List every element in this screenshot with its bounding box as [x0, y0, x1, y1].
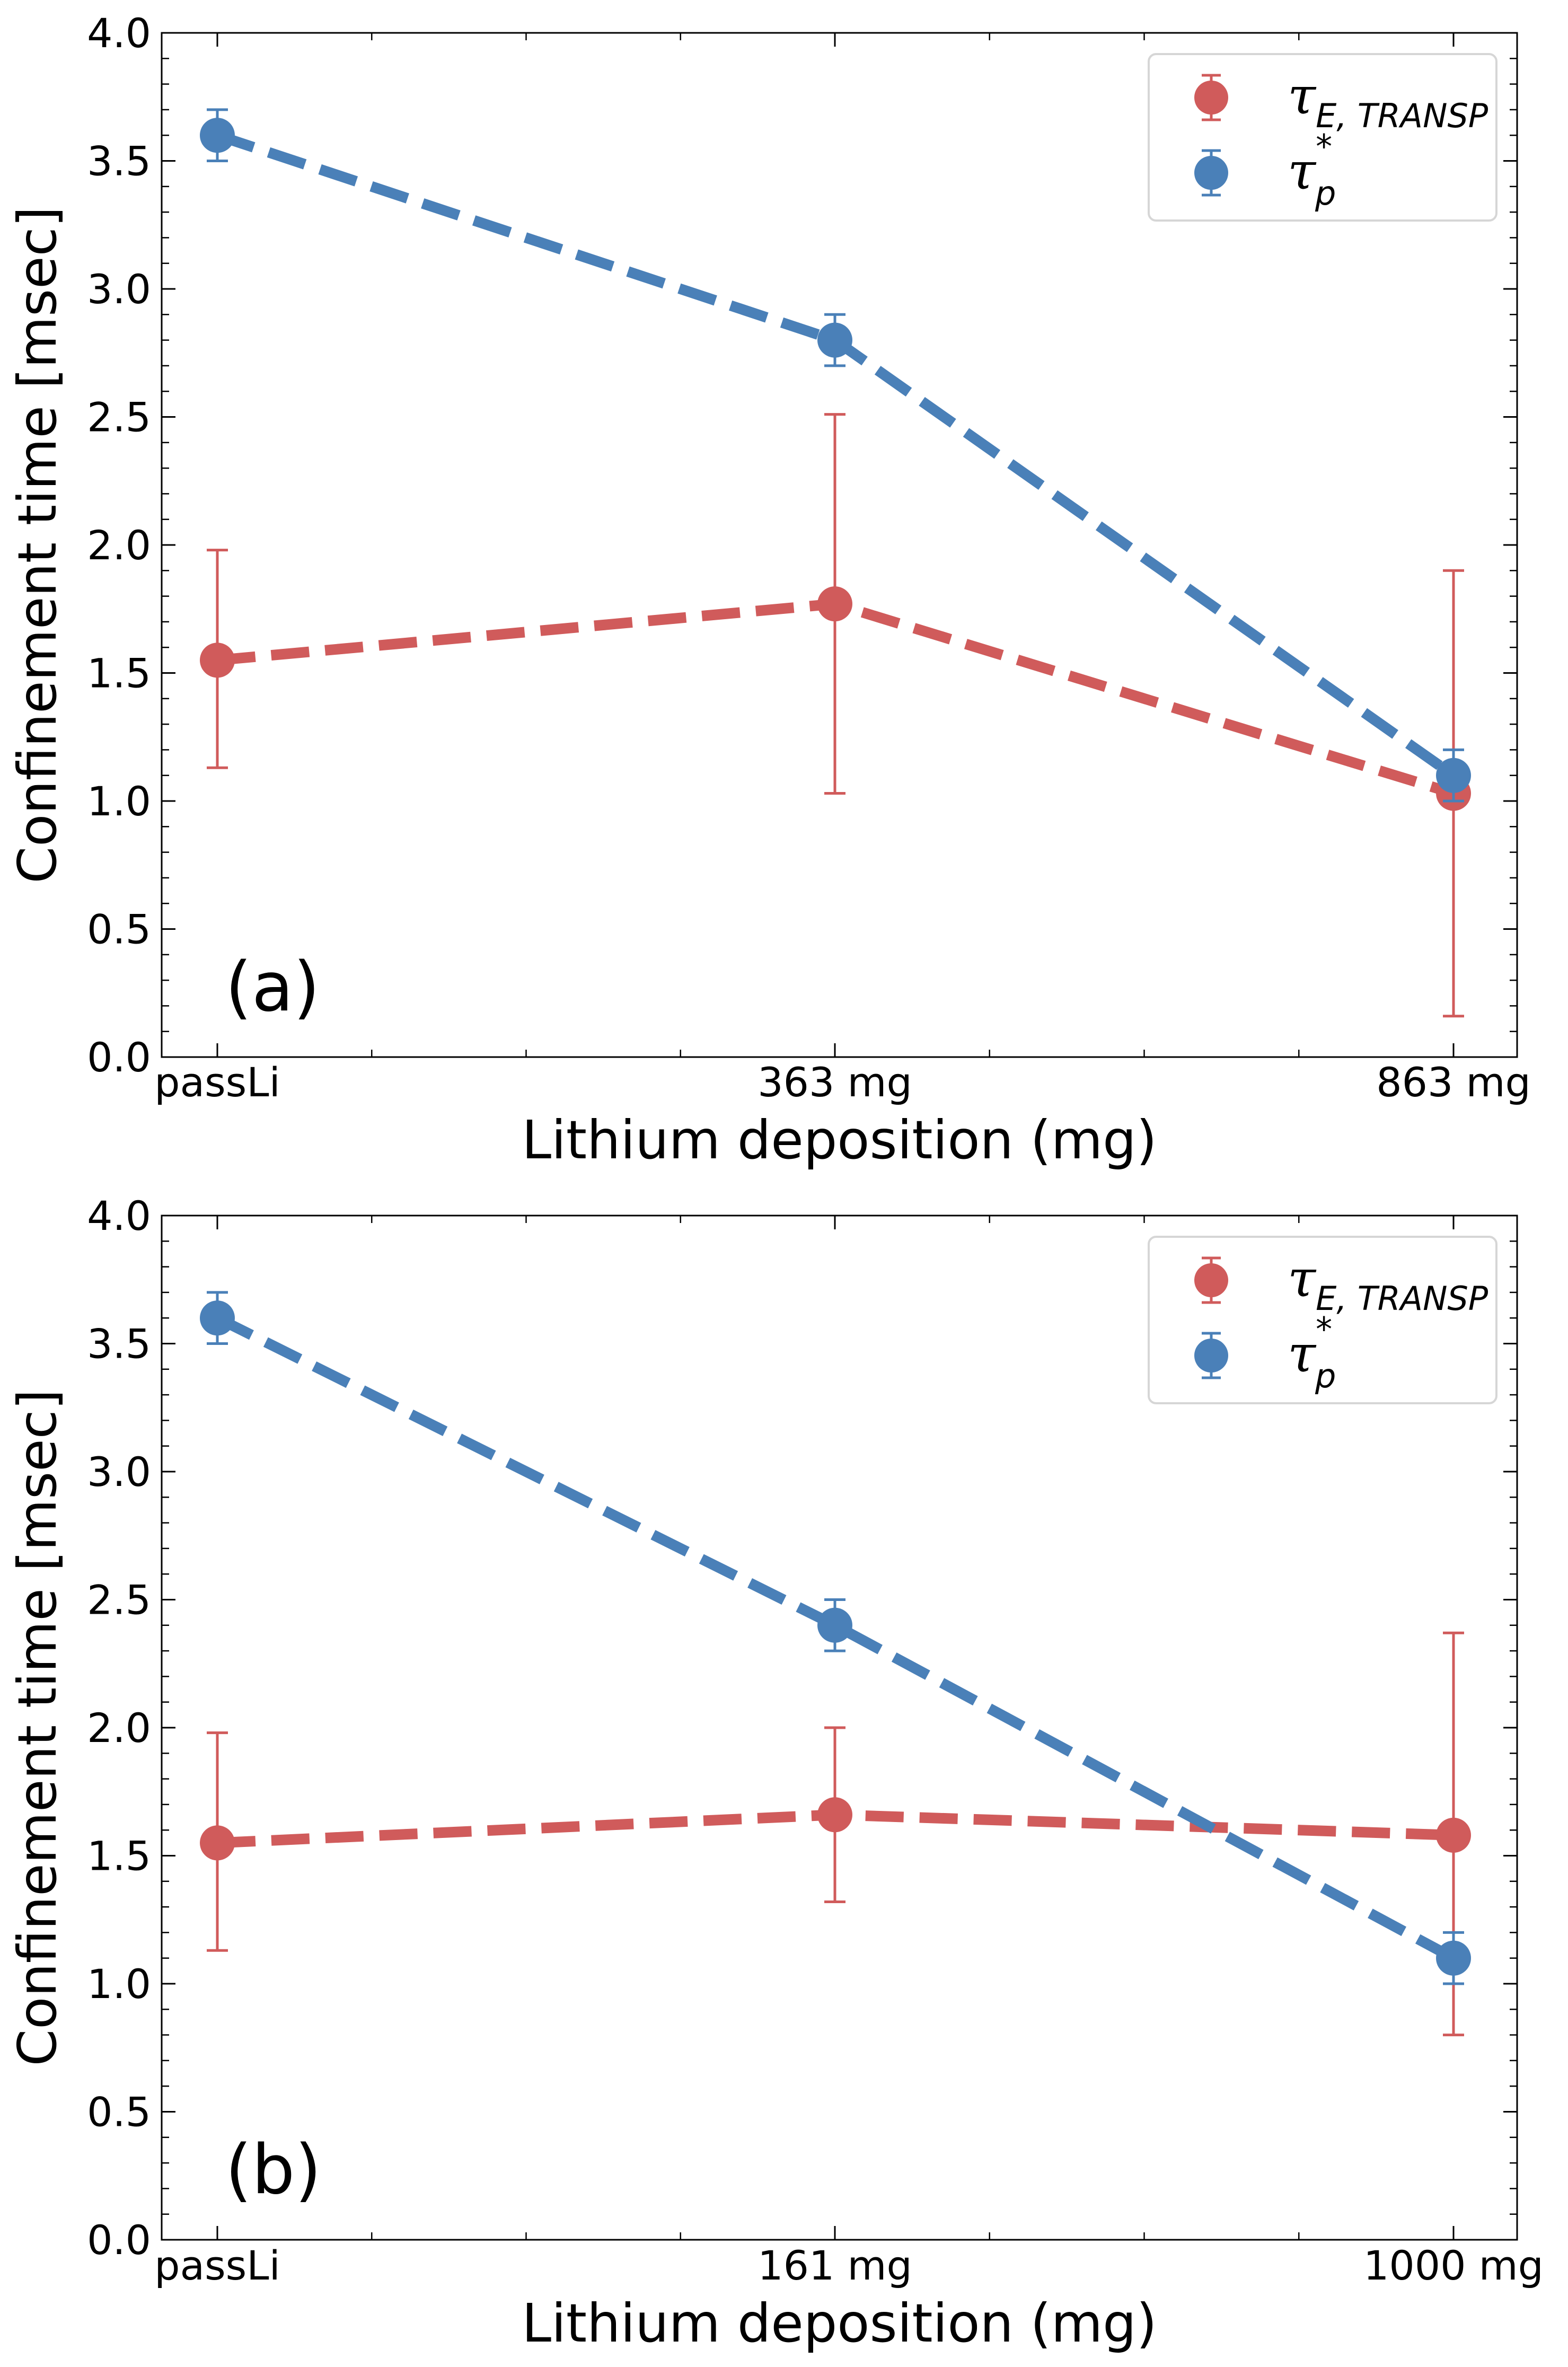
data-point [200, 1300, 235, 1336]
legend-marker [1194, 1263, 1228, 1297]
panel-label: (a) [225, 948, 320, 1027]
y-tick-label: 0.5 [87, 906, 151, 953]
y-tick-label: 2.0 [87, 522, 151, 569]
data-point [1436, 758, 1471, 793]
x-tick-label: 1000 mg [1363, 2242, 1544, 2289]
data-point [200, 118, 235, 153]
x-tick-label: 363 mg [757, 1059, 912, 1106]
y-tick-label: 2.0 [87, 1704, 151, 1752]
y-axis-title: Confinement time [msec] [6, 1389, 68, 2066]
data-point [1436, 1817, 1471, 1853]
data-point [817, 586, 852, 622]
y-tick-label: 1.5 [87, 1833, 151, 1880]
y-tick-label: 1.0 [87, 1960, 151, 2008]
legend-label: τE, TRANSP [1288, 1249, 1488, 1318]
legend-marker [1194, 156, 1228, 190]
data-point [817, 1607, 852, 1643]
y-axis-title: Confinement time [msec] [6, 206, 68, 883]
chart-panel-b: 0.0 0.5 1.0 1.5 2.0 2.5 3.0 3.5 4.0 passLi 161 mg 1… [6, 1192, 1544, 2354]
y-tick-label: 2.5 [87, 1577, 151, 1624]
y-tick-label: 2.5 [87, 394, 151, 441]
chart-panel-a: 0.0 0.5 1.0 1.5 2.0 2.5 3.0 3.5 4.0 passLi 363 mg 8… [6, 10, 1531, 1171]
data-point [817, 322, 852, 358]
y-tick-label: 3.5 [87, 1321, 151, 1368]
x-axis-title: Lithium deposition (mg) [522, 1109, 1157, 1171]
x-tick-label: 863 mg [1376, 1059, 1531, 1106]
data-point [1436, 1940, 1471, 1976]
data-point [817, 1797, 852, 1833]
y-tick-label: 3.0 [87, 266, 151, 313]
legend-label: τE, TRANSP [1288, 66, 1488, 135]
legend-marker [1194, 81, 1228, 115]
y-tick-label: 4.0 [87, 10, 151, 57]
x-axis-title: Lithium deposition (mg) [522, 2292, 1157, 2354]
y-tick-label: 0.0 [87, 2216, 151, 2264]
panel-label: (b) [225, 2131, 321, 2210]
y-tick-label: 3.5 [87, 138, 151, 185]
y-tick-label: 1.0 [87, 778, 151, 825]
y-tick-label: 4.0 [87, 1192, 151, 1239]
legend-box [1148, 1236, 1497, 1404]
y-tick-label: 0.5 [87, 2089, 151, 2136]
legend-label: τ* p [1288, 127, 1336, 213]
y-tick-label: 3.0 [87, 1448, 151, 1495]
y-tick-label: 0.0 [87, 1034, 151, 1081]
data-point [200, 1825, 235, 1861]
legend-marker [1194, 1339, 1228, 1372]
x-tick-label: 161 mg [757, 2242, 912, 2289]
x-tick-label: passLi [154, 1059, 280, 1106]
legend-label: τ* p [1288, 1310, 1336, 1395]
legend-box [1148, 53, 1497, 222]
x-tick-label: passLi [154, 2242, 280, 2289]
y-tick-label: 1.5 [87, 650, 151, 697]
series-line-tau-p [215, 1313, 1456, 1963]
data-point [200, 643, 235, 678]
